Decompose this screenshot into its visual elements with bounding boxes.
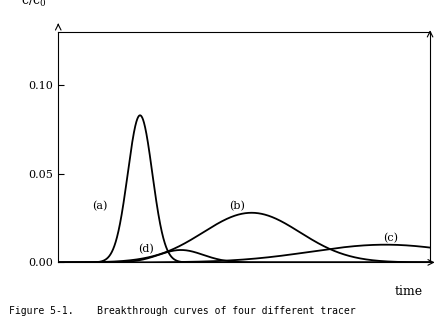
Text: (a): (a) <box>92 201 107 211</box>
Text: (d): (d) <box>138 244 154 254</box>
Text: (c): (c) <box>383 233 399 243</box>
Text: Figure 5-1.    Breakthrough curves of four different tracer: Figure 5-1. Breakthrough curves of four … <box>9 306 356 316</box>
Text: (b): (b) <box>229 201 245 211</box>
Text: c/c$_0$: c/c$_0$ <box>21 0 47 9</box>
Text: time: time <box>395 285 422 299</box>
